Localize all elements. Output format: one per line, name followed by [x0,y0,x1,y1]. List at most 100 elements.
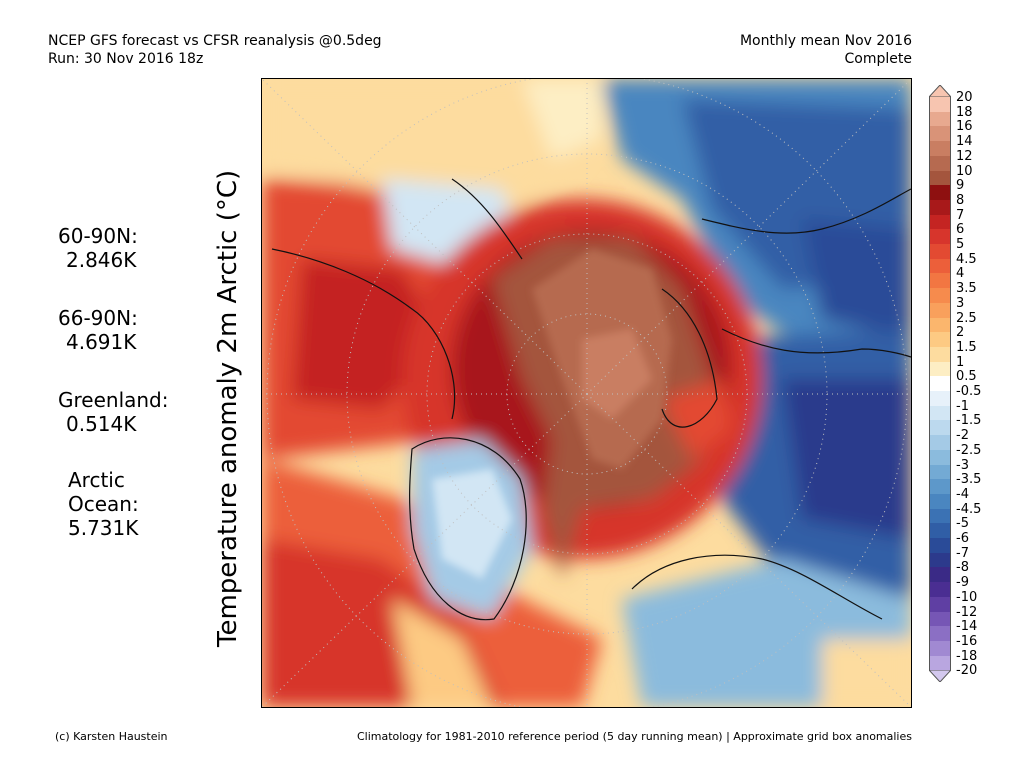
colorbar-tick-label: 7 [956,207,965,223]
colorbar-swatch [929,346,951,363]
stat-label: 66-90N: [58,306,138,330]
colorbar-swatch [929,596,951,613]
colorbar-tick-label: 2.5 [956,310,977,326]
colorbar-swatch [929,141,951,157]
colorbar-tick-label: -8 [956,560,969,576]
header-left: NCEP GFS forecast vs CFSR reanalysis @0.… [48,32,382,68]
stat-value: 2.846K [66,248,137,272]
colorbar-swatch [929,508,951,524]
stat-label: 60-90N: [58,224,138,248]
colorbar-tick-label: -5 [956,516,969,532]
colorbar-swatch [929,449,951,466]
stat-label: Greenland: [58,388,169,412]
colorbar-tick-label: 3 [956,295,965,311]
colorbar-swatch [929,126,951,142]
colorbar-tick-label: 1 [956,354,965,370]
colorbar-tick-label: -0.5 [956,384,982,399]
colorbar-swatch [929,111,951,127]
colorbar-swatch [929,361,951,377]
anomaly-map [261,78,912,708]
colorbar-tick-label: -20 [956,663,978,679]
colorbar-tick-label: -14 [956,619,978,635]
colorbar-swatch [929,273,951,289]
colorbar-swatch [929,376,951,392]
colorbar-swatch [929,317,951,333]
colorbar-tick-label: -3.5 [956,472,982,488]
colorbar-tick-label: -7 [956,545,969,561]
colorbar-tick-label: -3 [956,457,969,473]
stat-greenland: Greenland: 0.514K [58,388,169,436]
colorbar-tick-label: 10 [956,163,973,179]
colorbar-tick-label: -1.5 [956,413,982,429]
colorbar-tick-label: 20 [956,90,973,105]
colorbar-tick-label: -2.5 [956,442,982,458]
colorbar-swatch [929,229,951,245]
colorbar-tick-label: -9 [956,575,969,591]
period-status: Complete [844,51,912,67]
colorbar-swatch [929,244,951,260]
colorbar-swatch [929,523,951,539]
colorbar-tick-label: 8 [956,192,965,208]
colorbar-tick-label: -10 [956,589,978,605]
colorbar-tick-label: -6 [956,531,969,546]
colorbar-tick-label: 14 [956,134,973,150]
colorbar-swatch [929,611,951,627]
colorbar-swatch [929,170,951,186]
colorbar-swatch [929,391,951,407]
colorbar-tick-label: -12 [956,604,978,620]
colorbar-tick-label: 4 [956,266,965,282]
colorbar-swatch [929,552,951,568]
colorbar-swatch [929,567,951,583]
colorbar-swatch [929,435,951,451]
stat-label: Arctic Ocean: [68,468,139,516]
colorbar-swatch [929,582,951,598]
colorbar-swatch [929,464,951,480]
colorbar-swatch [929,626,951,642]
credit: (c) Karsten Haustein [55,730,168,743]
colorbar-tick-label: 18 [956,104,973,120]
header-right: Monthly mean Nov 2016 Complete [740,32,912,68]
colorbar-swatch [929,405,951,421]
colorbar-swatch [929,97,951,113]
colorbar-max-arrow [929,85,951,97]
colorbar-swatch [929,258,951,274]
colorbar-tick-label: 0.5 [956,369,977,385]
colorbar-min-arrow [929,670,951,683]
colorbar-swatch [929,214,951,230]
colorbar-tick-label: -4.5 [956,501,982,517]
colorbar-tick-label: 6 [956,222,965,238]
colorbar-swatch [929,420,951,436]
axis-label: Temperature anomaly 2m Arctic (°C) [213,169,243,647]
run-time: Run: 30 Nov 2016 18z [48,51,204,67]
colorbar-tick-label: -16 [956,633,978,649]
stat-arctic-ocean: Arctic Ocean: 5.731K [58,468,178,540]
colorbar-swatch [929,155,951,172]
stat-value: 0.514K [66,412,137,436]
colorbar-swatch [929,302,951,319]
colorbar-tick-label: 2 [956,325,965,341]
colorbar-swatch [929,332,951,348]
stat-value: 5.731K [68,516,139,540]
colorbar-tick-label: -18 [956,648,978,664]
colorbar-swatch [929,655,951,671]
colorbar-swatch [929,640,951,657]
colorbar-tick-label: 16 [956,119,973,135]
colorbar-tick-label: -1 [956,398,969,414]
colorbar-swatch [929,479,951,495]
colorbar-swatch [929,493,951,510]
climatology-note: Climatology for 1981-2010 reference peri… [356,730,912,743]
colorbar-tick-label: 3.5 [956,281,977,297]
colorbar-swatch [929,288,951,304]
colorbar-swatch [929,538,951,554]
colorbar-tick-label: -2 [956,428,969,444]
colorbar-tick-label: 12 [956,148,973,164]
colorbar-tick-label: 1.5 [956,339,977,355]
stat-66-90n: 66-90N: 4.691K [58,306,138,354]
model-title: NCEP GFS forecast vs CFSR reanalysis @0.… [48,33,382,49]
period-title: Monthly mean Nov 2016 [739,33,912,49]
colorbar-tick-label: 9 [956,178,965,194]
stat-60-90n: 60-90N: 2.846K [58,224,138,272]
colorbar-tick-label: -4 [956,486,969,502]
colorbar-tick-label: 4.5 [956,251,977,267]
stat-value: 4.691K [66,330,137,354]
